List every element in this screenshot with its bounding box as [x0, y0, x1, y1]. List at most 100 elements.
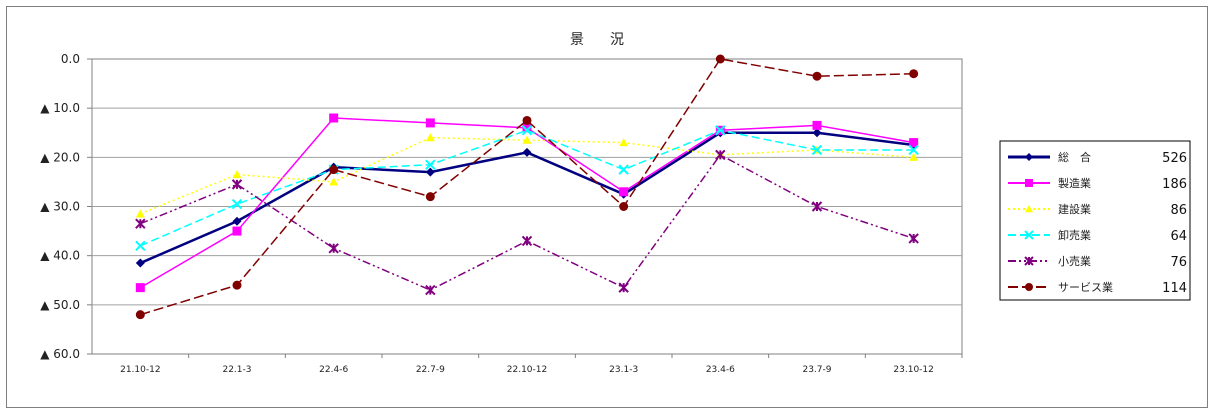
data-point [812, 120, 822, 130]
legend-label: 卸売業 [1058, 228, 1091, 242]
legend-label: サービス業 [1058, 281, 1113, 294]
legend-marker [1024, 256, 1034, 266]
series-5 [135, 149, 919, 296]
legend-count: 86 [1170, 203, 1187, 218]
series-2 [135, 113, 919, 293]
legend-box [999, 140, 1191, 301]
series-line [140, 58, 914, 316]
legend-label: 建設業 [1058, 202, 1091, 216]
data-point [811, 201, 823, 212]
legend-marker [1025, 283, 1033, 291]
x-axis-ticks: 21.10-12 22.1-3 22.4-6 22.7-9 22.10-12 23.1-3… [120, 354, 963, 375]
legend-count: 526 [1162, 151, 1187, 166]
data-point [715, 125, 726, 136]
series-6 [135, 54, 919, 320]
data-point [812, 128, 822, 138]
legend-marker [1025, 205, 1033, 213]
x-tick-label: 22.1-3 [222, 365, 251, 375]
gridlines [92, 107, 962, 306]
data-point [618, 282, 629, 293]
data-point [135, 258, 145, 268]
x-tick-label: 22.10-12 [507, 365, 547, 375]
legend-item: 製造業 186 [1008, 176, 1187, 192]
data-point [522, 135, 532, 144]
data-point [619, 202, 629, 211]
data-point [425, 118, 435, 128]
y-axis-ticks: 0.0 ▲ 10.0 ▲ 20.0 ▲ 30.0 ▲ 40.0 ▲ 50.0 ▲ 60.0 [40, 52, 92, 361]
data-point [329, 165, 339, 175]
data-point [425, 284, 436, 296]
data-point [522, 123, 532, 133]
legend-count: 114 [1162, 281, 1187, 296]
data-point [522, 147, 532, 157]
data-point [619, 138, 629, 147]
legend-marker [1024, 230, 1034, 240]
data-point [618, 164, 629, 175]
data-point [328, 243, 339, 254]
y-tick-label: ▲ 30.0 [40, 200, 80, 214]
data-point [521, 125, 533, 136]
legend-marker [1025, 153, 1033, 161]
data-point [135, 283, 145, 293]
series-line [140, 129, 914, 247]
data-point [135, 310, 145, 320]
legend-item: 小売業 76 [1008, 255, 1187, 270]
y-tick-label: ▲ 20.0 [40, 150, 80, 164]
legend: 総 合 526 製造業 186 建設業 86 卸売業 64 小売業 76 サービス業 114 [1008, 150, 1187, 296]
x-tick-label: 23.7-9 [802, 365, 831, 375]
data-point [425, 159, 436, 170]
chart-title: 景 況 [570, 32, 630, 48]
series-line [140, 136, 914, 215]
legend-item: 卸売業 64 [1008, 228, 1187, 244]
legend-item: 総 合 526 [1008, 150, 1187, 166]
y-tick-label: ▲ 40.0 [40, 249, 80, 263]
data-point [231, 198, 243, 210]
data-point [909, 69, 919, 79]
data-point [521, 235, 533, 247]
x-tick-label: 21.10-12 [120, 365, 160, 375]
data-point [232, 216, 242, 226]
series-line [140, 153, 914, 291]
data-point [812, 71, 822, 81]
x-tick-label: 23.4-6 [706, 365, 735, 375]
legend-label: 製造業 [1058, 176, 1091, 190]
data-point [232, 170, 242, 179]
data-point [522, 115, 532, 125]
data-point [619, 187, 629, 197]
data-point [909, 138, 919, 148]
x-tick-label: 23.1-3 [609, 365, 638, 375]
data-point [909, 152, 919, 161]
legend-count: 186 [1162, 177, 1187, 192]
y-tick-label: ▲ 60.0 [40, 347, 80, 361]
series-group [135, 54, 919, 320]
data-point [329, 177, 339, 186]
data-point [232, 280, 242, 290]
legend-count: 64 [1170, 229, 1187, 244]
data-point [425, 167, 435, 177]
legend-item: 建設業 86 [1008, 202, 1187, 218]
data-point [231, 179, 243, 190]
data-point [908, 233, 919, 244]
data-point [811, 144, 823, 156]
y-tick-label: 0.0 [61, 52, 80, 66]
legend-label: 小売業 [1058, 255, 1091, 268]
data-point [135, 209, 145, 218]
data-point [908, 144, 919, 156]
data-point [135, 240, 146, 252]
x-tick-label: 23.10-12 [893, 365, 933, 375]
legend-count: 76 [1170, 255, 1187, 270]
legend-item: サービス業 114 [1008, 281, 1187, 296]
data-point [425, 133, 435, 142]
data-point [135, 218, 146, 229]
data-point [715, 54, 725, 64]
legend-marker [1025, 179, 1033, 187]
legend-label: 総 合 [1058, 150, 1091, 164]
y-tick-label: ▲ 10.0 [40, 101, 80, 115]
data-point [232, 226, 242, 236]
y-tick-label: ▲ 50.0 [40, 298, 80, 312]
x-tick-label: 22.4-6 [319, 365, 348, 375]
x-tick-label: 22.7-9 [416, 365, 445, 375]
data-point [425, 192, 435, 202]
data-point [329, 113, 339, 123]
